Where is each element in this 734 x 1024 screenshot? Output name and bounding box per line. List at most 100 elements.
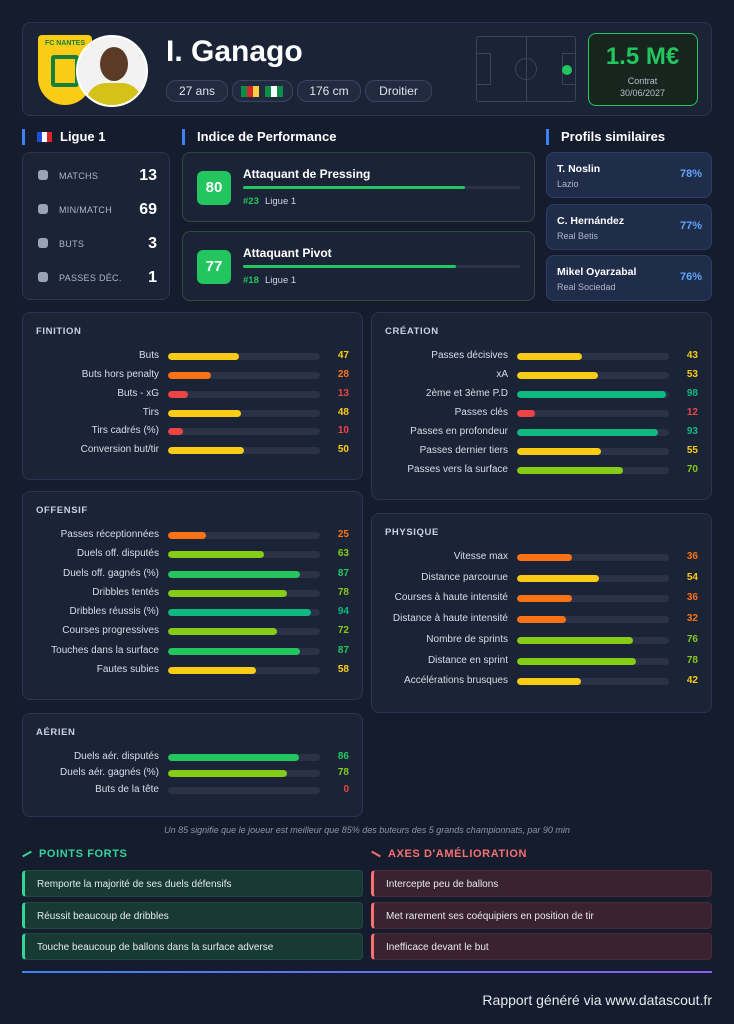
nationality-tag [232, 80, 293, 102]
flag-fr [37, 132, 52, 142]
stat-track [168, 609, 320, 616]
stat-value: 32 [686, 613, 698, 625]
league-stats-card: MATCHS 13 MIN/MATCH 69 BUTS 3 PASSES DÉC. 1 [22, 152, 170, 300]
weaknesses-item: Inefficace devant le but [371, 933, 712, 960]
stat-track [517, 410, 669, 417]
stat-label: Tirs cadrés (%) [91, 425, 159, 437]
performance-card: 77 Attaquant Pivot #18 Ligue 1 [182, 231, 535, 301]
stat-value: 53 [686, 369, 698, 380]
flag-stripe [265, 86, 271, 97]
stat-track [517, 391, 669, 398]
stat-bar [517, 616, 566, 624]
stat-value: 94 [337, 606, 349, 617]
stat-label: Buts - xG [117, 387, 159, 399]
performance-bar [243, 186, 465, 189]
stat-label: BUTS [59, 239, 85, 249]
stat-bar [168, 428, 184, 436]
stat-label: Dribbles tentés [92, 586, 159, 598]
stat-value: 58 [337, 663, 349, 675]
stat-value: 69 [139, 201, 157, 218]
stat-label: Buts de la tête [95, 783, 159, 795]
pitch-circle [515, 58, 537, 80]
stat-value: 87 [337, 567, 349, 579]
stat-bar [168, 353, 240, 360]
stat-value: 47 [337, 350, 349, 361]
stat-value: 25 [337, 529, 349, 540]
stat-label: Fautes subies [96, 663, 159, 675]
flag-stripe [271, 86, 277, 97]
stat-track [517, 636, 669, 644]
stat-label: Touches dans la surface [51, 644, 159, 656]
stat-track [517, 372, 669, 379]
stat-track [168, 628, 320, 636]
stat-label: Distance en sprint [427, 654, 508, 666]
stat-bar [168, 532, 206, 539]
stat-row: Buts hors penalty 28 [23, 368, 362, 382]
stat-row: Duels aér. gagnés (%) 78 [23, 766, 362, 780]
stat-bar [168, 551, 264, 559]
club-logo-mark [51, 55, 79, 87]
similar-match: 78% [679, 168, 702, 180]
stat-track [168, 589, 320, 597]
footnote: Un 85 signifie que le joueur est meilleu… [164, 825, 570, 835]
stat-track [517, 616, 669, 624]
stat-bar [517, 636, 633, 644]
stat-value: 86 [337, 751, 349, 762]
stat-row: Tirs cadrés (%) 10 [23, 424, 362, 438]
stat-row: xA 53 [372, 368, 711, 382]
stat-label: PASSES DÉC. [59, 273, 122, 283]
strengths-item: Touche beaucoup de ballons dans la surfa… [22, 933, 363, 960]
weaknesses-item: Met rarement ses coéquipiers en position… [371, 901, 712, 929]
stat-value: 70 [686, 464, 698, 475]
similar-card[interactable]: Mikel Oyarzabal Real Sociedad 76% [546, 255, 712, 301]
stat-row: Fautes subies 58 [23, 663, 362, 677]
info-tag: 176 cm [297, 80, 361, 102]
stat-bar [168, 754, 299, 761]
flag-stripe [241, 86, 247, 97]
stat-row: Distance à haute intensité 32 [372, 612, 711, 626]
panel-title: CRÉATION [385, 326, 439, 337]
stat-label: Nombre de sprints [426, 633, 508, 645]
flag-stripe [47, 132, 52, 142]
stat-label: Buts [138, 350, 159, 361]
stat-row: Duels off. disputés 63 [23, 547, 362, 561]
performance-league: Ligue 1 [265, 275, 297, 286]
stats-panel: AÉRIEN Duels aér. disputés 86 Duels aér. ga… [22, 713, 363, 817]
stat-bar [517, 372, 598, 379]
stat-row: Buts - xG 13 [23, 387, 362, 401]
stat-value: 10 [337, 425, 349, 437]
stat-label: Passes décisives [431, 350, 508, 361]
similar-card[interactable]: C. Hernández Real Betis 77% [546, 203, 712, 250]
stat-icon [38, 238, 48, 248]
stat-bar [168, 647, 301, 655]
flag [265, 86, 283, 97]
stat-value: 43 [686, 350, 698, 361]
flag-stripe [247, 86, 253, 97]
similar-match: 76% [679, 271, 702, 283]
stat-value: 76 [686, 633, 698, 645]
stat-bar [168, 628, 278, 636]
stat-label: Passes réceptionnées [60, 529, 159, 540]
stat-row: Nombre de sprints 76 [372, 633, 711, 647]
stat-label: Vitesse max [453, 551, 508, 562]
stat-track [517, 429, 669, 436]
stat-row: Distance en sprint 78 [372, 654, 711, 668]
performance-track [243, 186, 520, 189]
stat-label: Courses à haute intensité [394, 592, 508, 604]
stat-label: MIN/MATCH [59, 205, 113, 215]
stat-track [168, 409, 320, 417]
stat-row: Dribbles tentés 78 [23, 586, 362, 600]
stat-label: Tirs [142, 406, 159, 418]
stat-value: 12 [686, 407, 698, 418]
divider [22, 971, 712, 973]
similar-name: T. Noslin [557, 163, 601, 175]
player-shirt [86, 83, 142, 105]
market-value: 1.5 M€ [605, 43, 680, 70]
league-name: Ligue 1 [60, 129, 106, 144]
stat-track [517, 657, 669, 665]
stat-value: 63 [337, 548, 349, 560]
similar-card[interactable]: T. Noslin Lazio 78% [546, 152, 712, 198]
similar-name: Mikel Oyarzabal [557, 266, 637, 278]
stat-bar [517, 353, 583, 360]
